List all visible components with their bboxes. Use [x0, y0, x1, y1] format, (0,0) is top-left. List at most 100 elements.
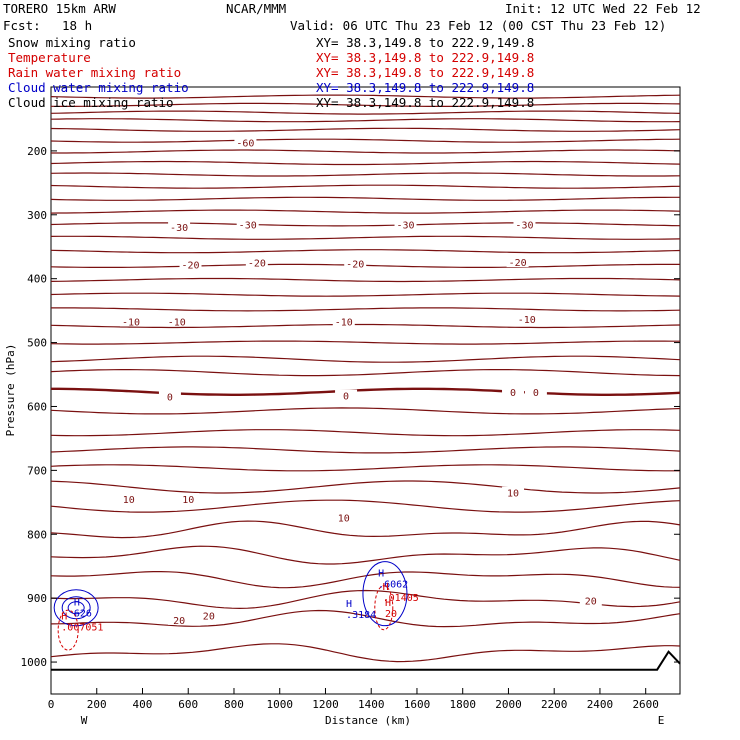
cloud-water-contour [61, 596, 91, 620]
temperature-label: -20 [245, 256, 268, 270]
temperature-label-bg [506, 256, 529, 268]
temperature-label-bg [177, 493, 200, 505]
legend-rain-xy: XY= 38.3,149.8 to 222.9,149.8 [316, 65, 534, 80]
maximum-letter: H [383, 582, 389, 593]
temperature-label: -10 [165, 315, 188, 328]
temperature-contour [50, 340, 680, 345]
x-tick-label: 0 [48, 698, 55, 711]
temperature-label-text: 0 [167, 392, 173, 403]
temperature-label-bg [236, 218, 259, 230]
temperature-label-bg [579, 594, 602, 606]
temperature-label-text: 20 [203, 611, 215, 622]
temperature-label-bg [117, 493, 140, 505]
temperature-label: 10 [177, 493, 200, 506]
temperature-contour [50, 571, 681, 589]
maximum-letter: H [61, 612, 67, 623]
temperature-contour [50, 643, 681, 663]
temperature-label-bg [179, 258, 202, 270]
rain-contour [374, 585, 394, 631]
maximum-letter: H [378, 569, 384, 580]
temperature-label-text: 20 [173, 616, 185, 627]
temperature-contour [50, 160, 681, 166]
temperature-label-text: 10 [182, 495, 194, 506]
maximum-value: .01405 [383, 593, 419, 604]
maximum-value: .6062 [378, 580, 408, 591]
terrain-line [51, 650, 681, 671]
temperature-label-bg [524, 385, 547, 397]
temperature-label: 10 [502, 486, 525, 500]
maximum-value: 626 [74, 608, 92, 619]
y-tick-label: 500 [27, 337, 47, 350]
temperature-label-text: -30 [239, 220, 257, 231]
temperature-contour [50, 446, 681, 454]
y-tick-label: 700 [27, 464, 47, 477]
legend-snow-xy: XY= 38.3,149.8 to 222.9,149.8 [316, 35, 534, 50]
maximum-marker: H.3184 [346, 599, 376, 621]
x-tick-label: 800 [224, 698, 244, 711]
maximum-value: .007051 [61, 623, 103, 634]
temperature-contour [50, 520, 681, 539]
temperature-contour [50, 369, 681, 377]
temperature-contour [50, 249, 681, 254]
temperature-contour [50, 355, 681, 363]
temperature-label-bg [165, 315, 188, 327]
maximum-marker: H.007051 [61, 612, 103, 634]
x-axis: 0 200 400 600 800 1000 1200 1400 1600 1800 2000 220… [48, 688, 659, 711]
temperature-label-text: -20 [181, 261, 199, 272]
temperature-contour [51, 149, 681, 154]
temperature-label-text: -10 [122, 317, 140, 328]
temperature-contour [50, 94, 681, 99]
temperature-label-text: -30 [515, 220, 533, 231]
legend: Snow mixing ratio XY= 38.3,149.8 to 222.… [8, 35, 534, 110]
temperature-label: -20 [506, 256, 529, 269]
temperature-label-bg [394, 218, 417, 230]
temperature-label-bg [245, 256, 268, 268]
temperature-label: -10 [515, 312, 538, 326]
temperature-contour [50, 118, 681, 123]
x-tick-label: 1600 [404, 698, 431, 711]
temperature-label-bg [515, 312, 538, 324]
temperature-labels: -60 -30 -30 -30 -30 -20 -20 -20 -20 -10 -10 -10 -10 0… [117, 136, 602, 627]
temperature-contour [50, 102, 681, 107]
y-tick-label: 400 [27, 273, 47, 286]
y-tick-label: 800 [27, 528, 47, 541]
temperature-label-bg [344, 257, 367, 269]
temperature-label-bg [332, 511, 355, 523]
valid-time: Valid: 06 UTC Thu 23 Feb 12 (00 CST Thu … [290, 18, 666, 33]
temperature-label-text: 10 [123, 495, 135, 506]
east-label: E [658, 714, 665, 727]
temperature-label-text: -20 [346, 259, 364, 270]
legend-cloudwater-label: Cloud water mixing ratio [8, 80, 189, 95]
plot-area: -60 -30 -30 -30 -30 -20 -20 -20 -20 -10 -10 -10 -10 0… [21, 86, 681, 711]
x-tick-label: 400 [133, 698, 153, 711]
x-tick-label: 200 [87, 698, 107, 711]
temperature-label-text: -10 [168, 317, 186, 328]
y-tick-label: 200 [27, 145, 47, 158]
temperature-label-bg [120, 315, 143, 327]
x-tick-label: 600 [178, 698, 198, 711]
temperature-contour [50, 172, 681, 177]
temperature-label-text: 10 [507, 489, 519, 500]
init-time: Init: 12 UTC Wed 22 Feb 12 [505, 1, 701, 16]
temperature-label: 10 [117, 493, 140, 506]
temperature-contour [50, 545, 681, 565]
temperature-label: -30 [394, 218, 417, 231]
temperature-label: 10 [332, 511, 355, 525]
temperature-contour [50, 464, 680, 472]
temperature-label-bg [168, 613, 191, 625]
cloud-water-contour [53, 589, 99, 627]
temperature-label-text: -30 [396, 220, 414, 231]
temperature-contour [50, 589, 681, 610]
x-tick-label: 1000 [266, 698, 293, 711]
legend-cloudice-label: Cloud ice mixing ratio [8, 95, 174, 110]
x-tick-label: 1400 [358, 698, 385, 711]
maximum-letter: H [346, 599, 352, 610]
maximum-letter: H [385, 598, 391, 609]
temperature-label-bg [332, 315, 355, 327]
maximum-marker: H.6062 [378, 569, 408, 591]
temperature-label-text: -10 [335, 317, 353, 328]
temperature-label: -60 [234, 136, 257, 150]
cloud-water-contour [67, 601, 85, 615]
